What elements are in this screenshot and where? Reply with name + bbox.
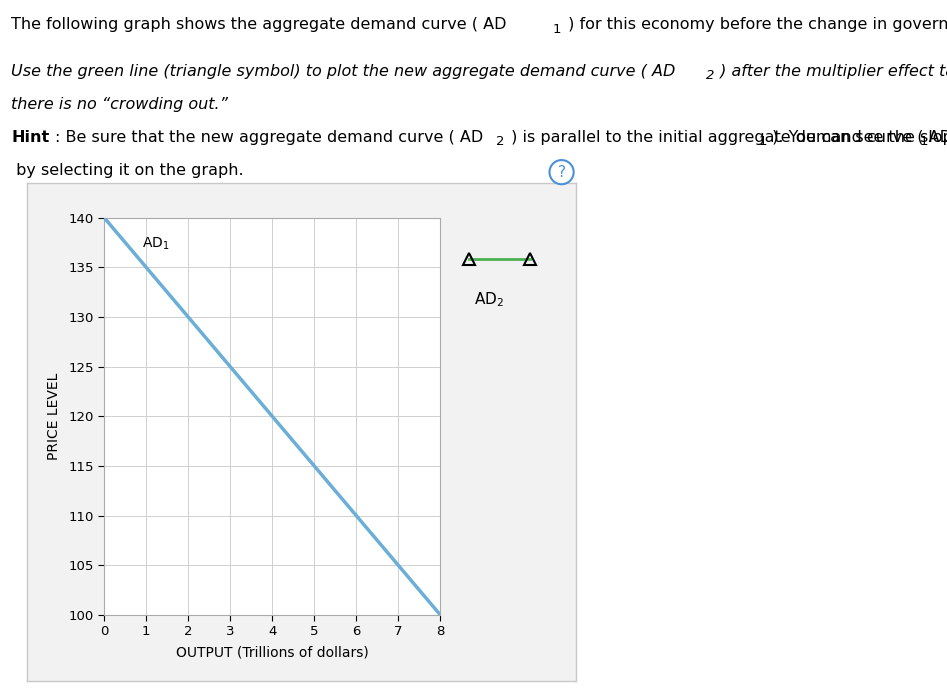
Text: ?: ?	[558, 164, 565, 180]
Text: by selecting it on the graph.: by selecting it on the graph.	[11, 163, 244, 178]
Text: Use the green line (triangle symbol) to plot the new aggregate demand curve ( AD: Use the green line (triangle symbol) to …	[11, 64, 676, 79]
Text: ) after the multiplier effect takes place. For simplicity, assume that: ) after the multiplier effect takes plac…	[715, 64, 947, 79]
Text: : Be sure that the new aggregate demand curve ( AD: : Be sure that the new aggregate demand …	[55, 130, 483, 145]
Text: ) is parallel to the initial aggregate demand curve ( AD: ) is parallel to the initial aggregate d…	[506, 130, 947, 145]
Text: 2: 2	[496, 135, 505, 149]
Text: ). You can see the slope of AD: ). You can see the slope of AD	[767, 130, 947, 145]
Text: there is no “crowding out.”: there is no “crowding out.”	[11, 97, 228, 112]
Text: Hint: Hint	[11, 130, 49, 145]
Text: AD$_2$: AD$_2$	[474, 290, 504, 309]
Text: The following graph shows the aggregate demand curve ( AD: The following graph shows the aggregate …	[11, 17, 507, 32]
Y-axis label: PRICE LEVEL: PRICE LEVEL	[47, 372, 62, 460]
X-axis label: OUTPUT (Trillions of dollars): OUTPUT (Trillions of dollars)	[176, 645, 368, 659]
Text: 1: 1	[759, 135, 767, 149]
Text: 2: 2	[706, 69, 714, 82]
Text: 1: 1	[552, 23, 561, 36]
Text: 1: 1	[920, 135, 928, 149]
Text: AD$_1$: AD$_1$	[142, 236, 170, 252]
Text: ) for this economy before the change in government spending.: ) for this economy before the change in …	[563, 17, 947, 32]
